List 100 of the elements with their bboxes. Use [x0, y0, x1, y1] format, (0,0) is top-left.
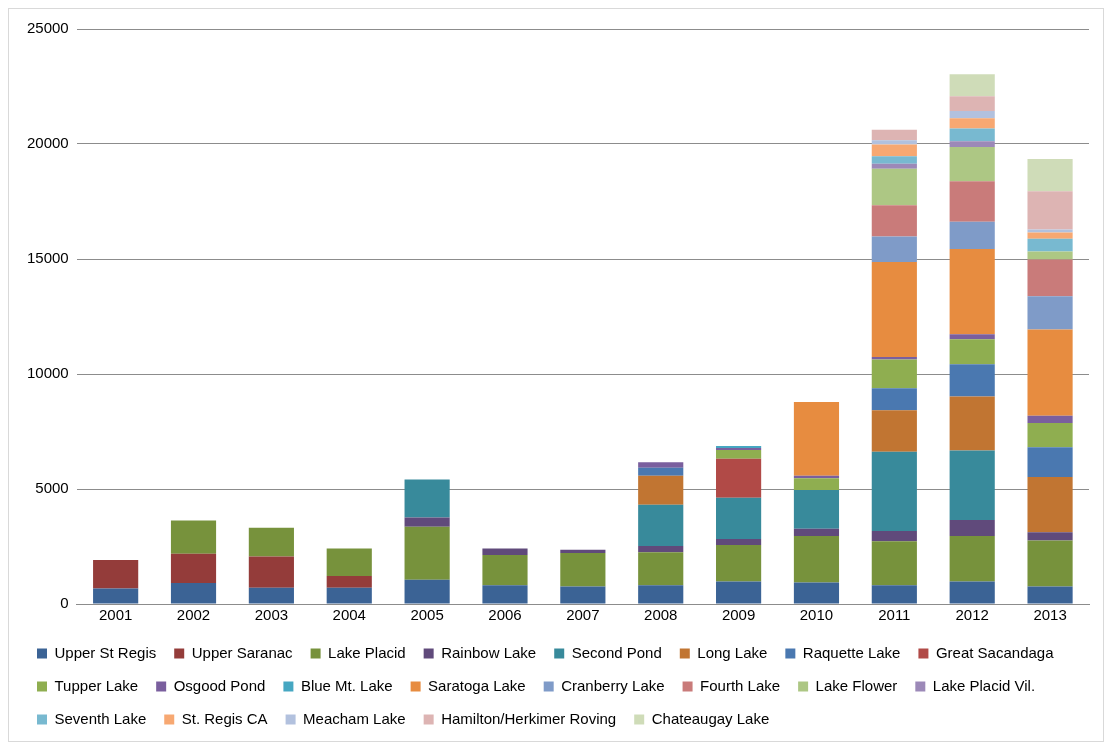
legend-label: Fourth Lake [700, 676, 781, 694]
bar [793, 402, 840, 476]
legend-label: Lake Placid [328, 643, 406, 661]
bar [949, 364, 995, 397]
bar [949, 581, 995, 604]
x-tick-label: 2010 [799, 606, 834, 624]
bar [871, 356, 917, 360]
legend-label: St. Regis CA [181, 709, 268, 727]
bar [793, 582, 840, 604]
bar [871, 541, 917, 586]
bar [248, 527, 294, 557]
bar [793, 489, 840, 529]
x-tick-label: 2008 [644, 606, 678, 624]
bar [1027, 586, 1073, 604]
bar [1027, 259, 1073, 297]
bar [326, 587, 372, 604]
bar [949, 248, 995, 335]
legend-label: Lake Flower [815, 676, 898, 694]
x-tick-label: 2011 [878, 606, 911, 624]
bar [949, 96, 995, 112]
bar [949, 118, 995, 129]
bar [93, 560, 139, 589]
x-tick-label: 2005 [410, 606, 444, 624]
bar [404, 526, 450, 580]
bar [248, 587, 294, 604]
legend-label: Saratoga Lake [428, 676, 526, 694]
bar [949, 450, 995, 521]
y-tick-label: 5000 [35, 479, 69, 497]
legend-label: Osgood Pond [173, 676, 266, 694]
y-tick-label: 0 [60, 594, 69, 612]
bar [1027, 229, 1073, 233]
bar [793, 528, 840, 536]
bar [949, 74, 995, 97]
bar [560, 552, 606, 587]
bar [871, 359, 917, 389]
bar [93, 588, 139, 604]
legend-label: Upper Saranac [191, 643, 294, 661]
x-tick-label: 2002 [176, 606, 211, 624]
bar [871, 451, 917, 532]
bar [716, 497, 762, 539]
bar [248, 556, 294, 588]
bar [871, 140, 917, 145]
bar [871, 156, 917, 164]
bar [638, 585, 684, 604]
bar [793, 478, 840, 490]
bar [949, 221, 995, 249]
legend-label: Second Pond [571, 643, 662, 661]
x-tick-label: 2004 [332, 606, 366, 624]
x-tick-label: 2009 [721, 606, 756, 624]
bar [170, 553, 217, 584]
legend-label: Long Lake [697, 643, 768, 661]
bar [716, 449, 762, 459]
y-tick-label: 20000 [26, 134, 69, 152]
bar [482, 548, 528, 556]
legend-label: Upper St Regis [54, 643, 157, 661]
legend-label: Cranberry Lake [561, 676, 665, 694]
bar [404, 479, 450, 518]
bar [1027, 422, 1073, 448]
bar [871, 129, 917, 141]
bar [716, 581, 762, 604]
bar [638, 462, 684, 468]
bar [871, 236, 917, 262]
bar [326, 548, 372, 576]
bar [871, 168, 917, 206]
x-tick-label: 2013 [1033, 606, 1067, 624]
legend-label: Tupper Lake [54, 676, 139, 694]
bar [871, 144, 917, 157]
bar [949, 535, 995, 582]
bar [716, 538, 762, 546]
x-tick-label: 2007 [566, 606, 600, 624]
x-tick-label: 2001 [98, 606, 133, 624]
bar [793, 535, 840, 583]
legend-label: Rainbow Lake [441, 643, 537, 661]
bar [871, 388, 917, 411]
bar [404, 579, 450, 604]
bar [404, 517, 450, 527]
y-tick-label: 10000 [26, 364, 69, 382]
bar [949, 146, 995, 182]
bar [1027, 191, 1073, 230]
bar [871, 163, 917, 169]
bar [638, 504, 684, 547]
bar [949, 520, 995, 536]
bar [1027, 158, 1073, 192]
legend-label: Great Sacandaga [935, 643, 1055, 661]
legend-label: Lake Placid Vil. [932, 676, 1036, 694]
bar [871, 261, 917, 357]
legend-label: Meacham Lake [303, 709, 406, 727]
bar [871, 585, 917, 604]
bar [949, 396, 995, 451]
bar [949, 339, 995, 365]
legend-label: Chateaugay Lake [651, 709, 770, 727]
bar [1027, 415, 1073, 423]
bar [482, 555, 528, 586]
bar [482, 585, 528, 604]
bar [716, 545, 762, 582]
legend-label: Raquette Lake [802, 643, 901, 661]
bar [326, 575, 372, 588]
bar [170, 520, 217, 554]
y-tick-label: 15000 [26, 249, 69, 267]
bar [1027, 232, 1073, 239]
